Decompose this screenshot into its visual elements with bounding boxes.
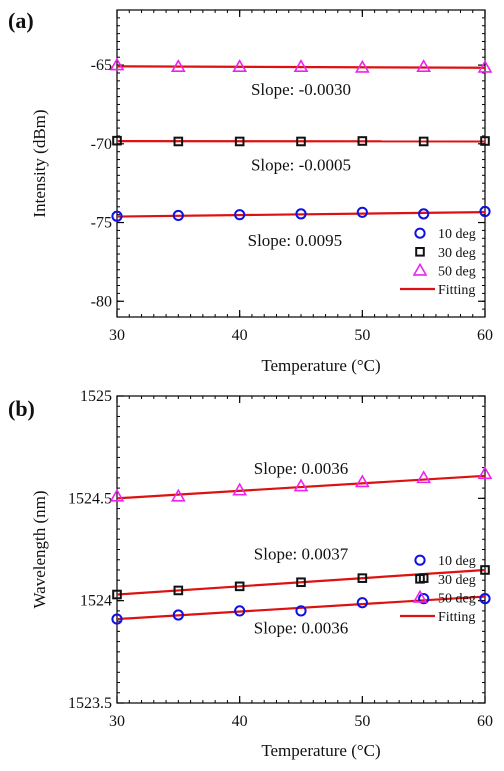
data-point <box>296 136 306 147</box>
slope-annotation: Slope: 0.0036 <box>254 459 348 478</box>
legend-label: 50 deg <box>438 264 476 279</box>
slope-annotation: Slope: 0.0037 <box>254 545 349 564</box>
panel-label: (b) <box>8 396 35 421</box>
slope-annotation: Slope: -0.0030 <box>251 80 351 99</box>
legend-label: 10 deg <box>438 227 476 242</box>
data-point <box>354 474 370 488</box>
panel-a: (a) 30 40 50 60 -65 -70 -75 -80 Temperature (°C) I… <box>8 8 493 375</box>
legend-marker <box>414 227 426 239</box>
y-axis-title: Wavelength (nm) <box>30 490 49 608</box>
x-tick-label: 40 <box>232 327 248 344</box>
data-point <box>357 136 368 146</box>
data-point <box>234 209 246 221</box>
data-point <box>418 593 430 605</box>
data-point <box>111 613 123 625</box>
data-point <box>234 581 245 592</box>
data-point <box>232 59 248 72</box>
data-point <box>109 488 125 502</box>
data-point <box>172 209 184 222</box>
fit-line <box>116 568 486 596</box>
data-point <box>416 59 432 72</box>
data-point <box>480 136 490 146</box>
x-tick-label: 30 <box>109 713 125 730</box>
panel-b: (b) 30 40 50 60 1525 1524.5 1524 1523.5 Temperatu… <box>8 388 493 760</box>
legend-label: 30 deg <box>438 246 476 261</box>
data-point <box>356 597 368 609</box>
panel-label: (a) <box>8 8 34 33</box>
y-axis-title: Intensity (dBm) <box>30 109 49 217</box>
data-point <box>112 589 122 600</box>
legend-label: 10 deg <box>438 554 476 569</box>
data-point <box>418 208 430 220</box>
x-axis-title: Temperature (°C) <box>261 741 380 760</box>
fit-line <box>116 474 486 500</box>
data-point <box>112 135 122 146</box>
data-point <box>109 57 125 71</box>
legend-label: 50 deg <box>438 591 476 606</box>
data-point <box>295 605 307 617</box>
fit-line <box>116 595 486 621</box>
x-tick-label: 60 <box>477 713 493 730</box>
data-point <box>234 605 246 617</box>
y-tick-label: 1523.5 <box>68 695 112 712</box>
data-point <box>479 205 491 218</box>
data-point <box>232 482 248 496</box>
data-point <box>173 136 184 147</box>
legend-marker <box>415 247 425 257</box>
data-point <box>111 210 123 222</box>
fit-line <box>116 65 486 69</box>
slope-annotation: Slope: 0.0095 <box>248 231 342 250</box>
legend-marker <box>415 574 425 584</box>
y-tick-label: -65 <box>91 57 112 74</box>
y-tick-label: 1524 <box>80 593 112 610</box>
x-tick-label: 50 <box>354 327 370 344</box>
slope-annotation: Slope: -0.0005 <box>251 156 351 175</box>
data-point <box>170 59 186 72</box>
legend-label: Fitting <box>438 283 475 298</box>
data-point <box>356 206 368 218</box>
x-tick-label: 40 <box>232 713 248 730</box>
y-tick-label: -70 <box>91 136 112 153</box>
data-point <box>296 577 306 588</box>
y-tick-label: 1524.5 <box>68 490 112 507</box>
data-point <box>477 466 493 480</box>
x-tick-label: 30 <box>109 327 125 344</box>
legend-label: Fitting <box>438 610 475 625</box>
fit-line <box>116 211 486 218</box>
data-point <box>416 470 432 484</box>
data-point <box>479 593 491 605</box>
y-tick-label: -80 <box>91 293 112 310</box>
legend-marker <box>412 589 428 603</box>
legend-marker <box>414 554 426 566</box>
data-point <box>418 136 429 147</box>
data-point <box>173 585 184 596</box>
x-tick-label: 50 <box>354 713 370 730</box>
data-point <box>480 565 490 575</box>
legend-marker <box>412 262 428 276</box>
y-tick-label: 1525 <box>80 388 112 405</box>
data-point <box>354 59 370 73</box>
data-point <box>477 59 493 73</box>
data-point <box>172 609 184 621</box>
data-point <box>357 573 368 583</box>
x-axis-title: Temperature (°C) <box>261 356 380 375</box>
data-point <box>293 59 309 72</box>
x-tick-label: 60 <box>477 327 493 344</box>
data-point <box>293 478 309 492</box>
data-point <box>170 488 186 502</box>
legend-label: 30 deg <box>438 573 476 588</box>
data-point <box>295 208 307 220</box>
data-point <box>234 136 245 147</box>
slope-annotation: Slope: 0.0036 <box>254 618 348 637</box>
y-tick-label: -75 <box>91 215 112 232</box>
